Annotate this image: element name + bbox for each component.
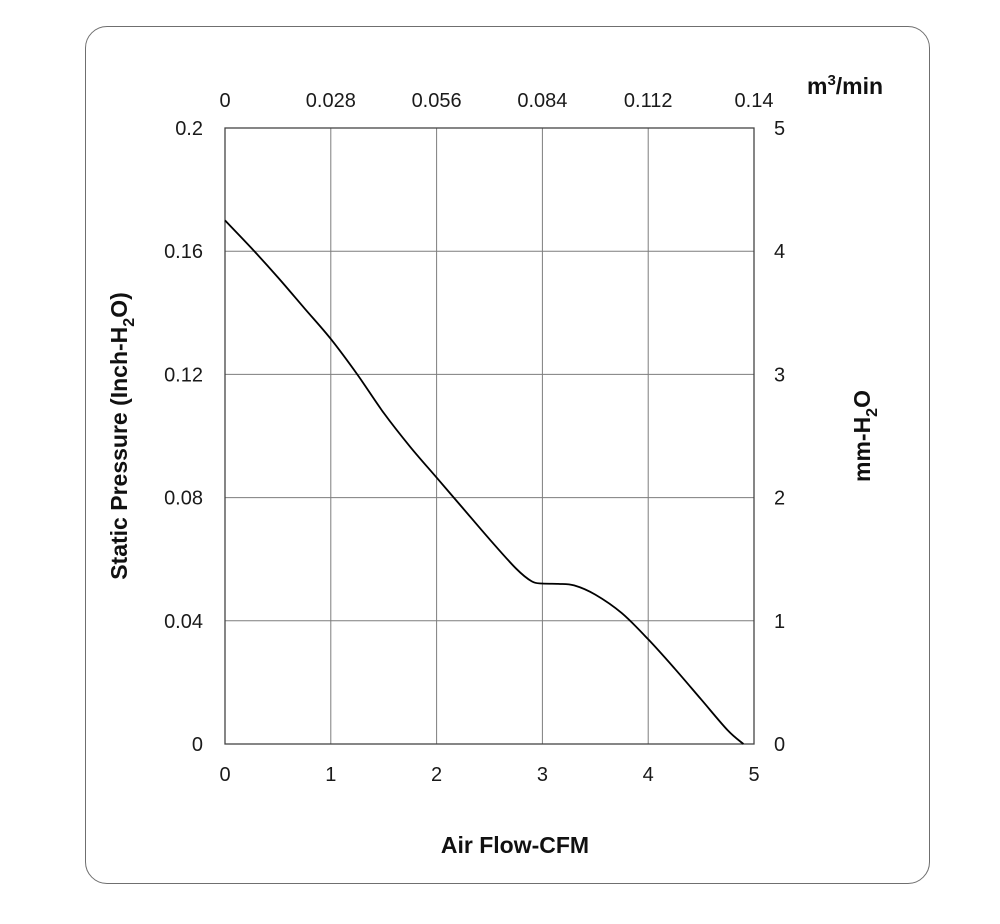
y2-tick-label: 4 bbox=[774, 241, 785, 263]
y-axis-title-sub: 2 bbox=[121, 318, 138, 327]
y2-tick-label: 5 bbox=[774, 118, 785, 140]
y2-tick-label: 2 bbox=[774, 488, 785, 510]
x2-tick-label: 0.028 bbox=[306, 90, 356, 112]
y2-tick-label: 1 bbox=[774, 611, 785, 633]
x2-tick-label: 0 bbox=[219, 90, 230, 112]
y-tick-label: 0.08 bbox=[164, 488, 203, 510]
x2-tick-label: 0.14 bbox=[735, 90, 774, 112]
x-tick-label: 5 bbox=[748, 764, 759, 786]
y2-tick-label: 3 bbox=[774, 364, 785, 386]
x-tick-label: 1 bbox=[325, 764, 336, 786]
y-tick-label: 0.12 bbox=[164, 364, 203, 386]
y-axis-title-main: Static Pressure (Inch-H bbox=[106, 327, 132, 580]
y2-axis-title: mm-H2O bbox=[849, 390, 881, 482]
y2-axis-title-sub: 2 bbox=[864, 408, 881, 417]
series-line bbox=[224, 219, 745, 745]
y-axis-title-end: O) bbox=[106, 292, 132, 318]
y-tick-label: 0.04 bbox=[164, 611, 203, 633]
y-axis-title: Static Pressure (Inch-H2O) bbox=[106, 292, 138, 580]
y-tick-label: 0.2 bbox=[175, 118, 203, 140]
x2-axis-title-main: m bbox=[807, 73, 827, 99]
x-axis-title: Air Flow-CFM bbox=[441, 832, 589, 858]
x2-axis-title-end: /min bbox=[836, 73, 883, 99]
x2-tick-label: 0.112 bbox=[624, 90, 673, 112]
y-tick-label: 0.16 bbox=[164, 241, 203, 263]
x2-tick-label: 0.056 bbox=[412, 90, 462, 112]
grid-lines bbox=[225, 128, 754, 744]
x2-axis-title: m3/min bbox=[807, 72, 883, 99]
tick-labels: 0 1 2 3 4 50 0.028 0.056 0.084 0.112 0.1400.040.08… bbox=[164, 90, 785, 786]
x2-axis-title-sup: 3 bbox=[827, 72, 835, 89]
x-tick-label: 3 bbox=[537, 764, 548, 786]
y2-axis-title-main: mm-H bbox=[849, 417, 875, 482]
plot-area bbox=[224, 127, 755, 745]
y-tick-label: 0 bbox=[192, 734, 203, 756]
x2-tick-label: 0.084 bbox=[517, 90, 567, 112]
y2-tick-label: 0 bbox=[774, 734, 785, 756]
chart-border bbox=[85, 26, 930, 884]
x-tick-label: 4 bbox=[643, 764, 654, 786]
x-tick-label: 0 bbox=[219, 764, 230, 786]
y2-axis-title-end: O bbox=[849, 390, 875, 408]
x-tick-label: 2 bbox=[431, 764, 442, 786]
